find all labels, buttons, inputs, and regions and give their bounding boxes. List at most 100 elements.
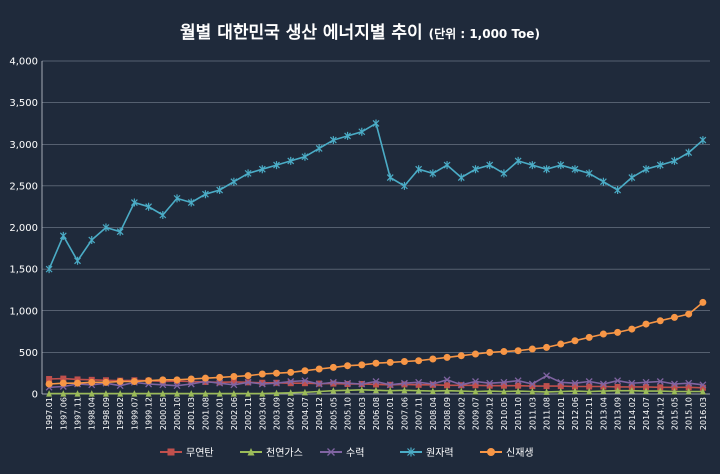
x-tick-label: 2009.02 <box>457 397 466 430</box>
data-point <box>145 202 153 211</box>
data-point <box>46 376 53 383</box>
data-point <box>486 387 493 395</box>
x-tick-label: 2015.05 <box>670 397 679 430</box>
data-point <box>344 131 351 140</box>
data-point <box>202 390 209 397</box>
data-point <box>671 156 678 165</box>
data-point <box>373 386 379 394</box>
x-tick-label: 2013.04 <box>599 397 608 430</box>
x-tick-label: 2011.03 <box>528 397 537 430</box>
data-point <box>244 378 252 386</box>
data-point <box>443 353 451 361</box>
data-point <box>444 382 451 389</box>
data-point <box>130 378 138 386</box>
data-point <box>486 379 494 387</box>
data-point <box>543 383 550 390</box>
data-point <box>642 165 650 174</box>
data-point <box>230 373 238 381</box>
data-point <box>88 378 96 386</box>
legend-label: 수력 <box>346 447 364 459</box>
data-point <box>585 333 593 341</box>
legend-item: 원자력 <box>400 447 454 459</box>
data-point <box>671 388 678 395</box>
data-point <box>387 387 394 394</box>
y-tick-label: 1,000 <box>9 306 38 317</box>
x-tick-label: 2003.09 <box>273 397 282 430</box>
data-point <box>614 383 621 390</box>
data-point <box>415 165 423 174</box>
data-point <box>167 448 175 456</box>
x-tick-label: 2006.08 <box>372 397 381 430</box>
data-point <box>74 379 82 387</box>
legend-item: 신재생 <box>480 447 534 459</box>
data-point <box>401 181 408 190</box>
data-point <box>643 383 650 390</box>
data-point <box>599 330 607 338</box>
data-point <box>614 377 622 385</box>
data-point <box>174 390 181 397</box>
x-tick-label: 2004.12 <box>315 397 324 430</box>
series-원자력 <box>45 119 707 274</box>
data-point <box>258 165 266 174</box>
y-tick-label: 500 <box>19 348 38 359</box>
x-tick-label: 2016.03 <box>699 397 708 430</box>
data-point <box>216 379 224 387</box>
data-point <box>230 177 238 186</box>
data-point <box>201 374 209 382</box>
data-point <box>500 378 508 386</box>
series-line <box>48 122 704 270</box>
data-point <box>614 387 621 394</box>
data-point <box>400 358 408 366</box>
data-point <box>230 381 238 389</box>
data-point <box>657 387 664 395</box>
data-point <box>429 355 437 363</box>
data-point <box>671 384 678 391</box>
x-tick-label: 2012.06 <box>571 397 580 430</box>
data-point <box>444 387 451 394</box>
data-point <box>145 390 152 397</box>
data-point <box>287 156 295 165</box>
data-point <box>585 378 593 385</box>
data-point <box>301 152 309 161</box>
data-point <box>685 379 693 387</box>
data-point <box>557 161 565 170</box>
data-point <box>472 378 479 385</box>
data-point <box>188 390 195 397</box>
data-point <box>599 380 607 388</box>
data-point <box>628 387 635 394</box>
y-tick-label: 3,000 <box>9 140 38 151</box>
x-tick-label: 2005.05 <box>329 397 338 430</box>
data-point <box>529 388 536 395</box>
data-point <box>671 380 678 388</box>
data-point <box>415 357 423 365</box>
x-tick-label: 2007.01 <box>386 397 395 430</box>
data-point <box>457 381 465 389</box>
data-point <box>670 313 678 321</box>
data-point <box>472 165 479 174</box>
data-point <box>301 388 308 396</box>
data-point <box>429 169 437 178</box>
chart-unit-subtitle: (단위 : 1,000 Toe) <box>428 27 540 41</box>
data-point <box>245 390 252 397</box>
data-point <box>401 386 408 394</box>
data-point <box>287 380 294 387</box>
data-point <box>173 376 181 384</box>
data-point <box>74 376 81 383</box>
x-tick-label: 2004.07 <box>301 397 310 430</box>
data-point <box>515 387 522 395</box>
data-point <box>628 379 636 387</box>
data-point <box>415 387 422 394</box>
data-point <box>202 190 209 199</box>
legend-item: 천연가스 <box>240 447 303 459</box>
x-tick-label: 2010.05 <box>500 397 509 430</box>
data-point <box>557 340 565 348</box>
data-point <box>514 377 522 385</box>
x-tick-label: 2001.03 <box>187 397 196 430</box>
data-point <box>429 387 436 395</box>
data-point <box>699 388 706 395</box>
data-point <box>472 382 479 389</box>
x-tick-label: 2013.09 <box>614 397 623 430</box>
data-point <box>487 448 495 456</box>
data-point <box>486 161 494 170</box>
data-point <box>187 375 195 383</box>
